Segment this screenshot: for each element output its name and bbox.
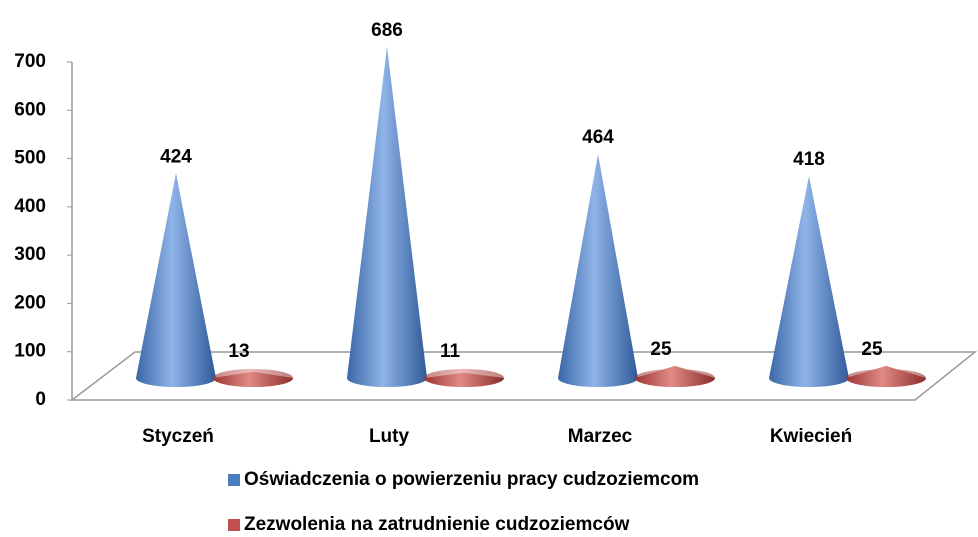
y-tick-label: 500	[14, 148, 46, 169]
cone	[213, 369, 293, 387]
legend-swatch	[228, 474, 240, 486]
cone-part	[424, 369, 504, 387]
y-tick-label: 700	[14, 51, 46, 72]
cone	[846, 365, 926, 387]
y-tick-label: 600	[14, 99, 46, 120]
cone-part	[347, 369, 427, 387]
data-label: 464	[582, 127, 614, 148]
cone-part	[558, 153, 638, 387]
cone-part	[558, 369, 638, 387]
x-tick-label: Luty	[369, 426, 410, 447]
legend-label: Oświadczenia o powierzeniu pracy cudzozi…	[244, 469, 699, 490]
floor	[69, 351, 978, 401]
cone	[769, 176, 849, 387]
data-label: 424	[160, 146, 192, 167]
data-label: 25	[861, 339, 883, 360]
data-label: 25	[650, 339, 672, 360]
cone-part	[213, 369, 293, 387]
data-label: 686	[371, 20, 403, 41]
data-label: 13	[228, 341, 249, 362]
cone-part	[136, 173, 216, 387]
cone	[136, 173, 216, 387]
cone-part	[635, 369, 715, 387]
cone-part	[769, 176, 849, 387]
cone	[347, 46, 427, 387]
cone-part	[347, 46, 427, 387]
x-tick-label: Styczeń	[142, 426, 214, 447]
data-label: 11	[440, 341, 461, 362]
y-tick-label: 0	[35, 389, 46, 410]
legend-swatch	[228, 519, 240, 531]
x-tick-label: Marzec	[568, 426, 633, 447]
cone	[558, 153, 638, 387]
y-tick-label: 400	[14, 196, 46, 217]
cone	[635, 365, 715, 387]
y-tick-label: 200	[14, 292, 46, 313]
cone-part	[846, 369, 926, 387]
cone-part	[136, 369, 216, 387]
y-tick-label: 300	[14, 244, 46, 265]
cone-part	[769, 369, 849, 387]
cone	[424, 369, 504, 387]
y-tick-label: 100	[14, 341, 46, 362]
data-label: 418	[793, 149, 825, 170]
x-tick-label: Kwiecień	[770, 426, 852, 447]
legend-label: Zezwolenia na zatrudnienie cudzoziemców	[244, 514, 630, 535]
